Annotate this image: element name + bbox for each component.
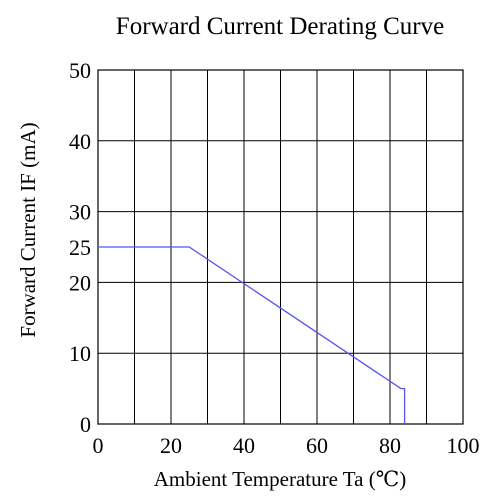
x-tick-labels: 0 20 40 60 80 100 xyxy=(93,433,480,458)
y-tick-label: 25 xyxy=(69,235,91,260)
x-tick-label: 100 xyxy=(447,433,480,458)
x-tick-label: 20 xyxy=(160,433,182,458)
y-tick-label: 0 xyxy=(80,412,91,437)
series-line xyxy=(98,246,406,424)
x-tick-label: 0 xyxy=(93,433,104,458)
y-tick-labels: 0 10 20 25 30 40 50 xyxy=(69,58,91,437)
y-tick-label: 40 xyxy=(69,129,91,154)
x-tick-label: 60 xyxy=(306,433,328,458)
x-axis-label: Ambient Temperature Ta (℃) xyxy=(154,467,406,491)
y-tick-label: 10 xyxy=(69,341,91,366)
series-layer xyxy=(98,246,406,424)
x-tick-label: 80 xyxy=(379,433,401,458)
y-tick-label: 30 xyxy=(69,200,91,225)
y-axis-label: Forward Current IF (mA) xyxy=(16,122,40,337)
chart-title: Forward Current Derating Curve xyxy=(116,13,444,40)
y-tick-label: 50 xyxy=(69,58,91,83)
x-tick-label: 40 xyxy=(233,433,255,458)
y-tick-label: 20 xyxy=(69,270,91,295)
